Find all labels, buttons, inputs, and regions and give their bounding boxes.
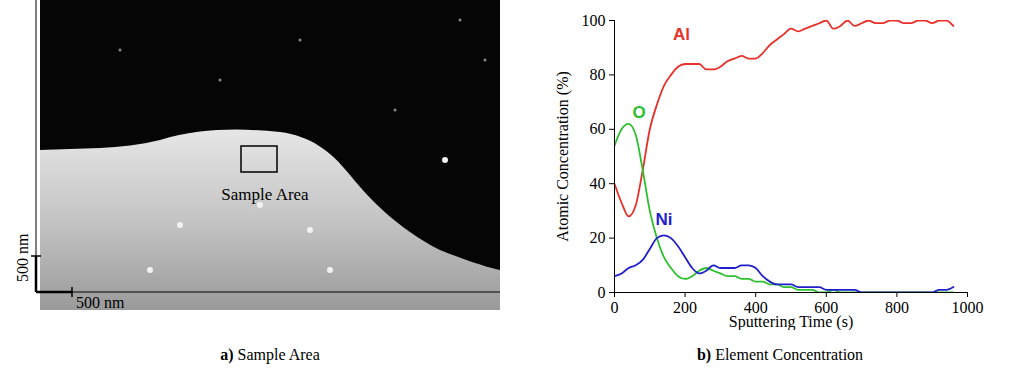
svg-text:500 nm: 500 nm [76, 294, 125, 311]
svg-text:O: O [633, 103, 646, 122]
svg-text:60: 60 [590, 120, 606, 137]
svg-text:40: 40 [590, 175, 606, 192]
svg-text:800: 800 [885, 299, 909, 316]
svg-text:400: 400 [743, 298, 768, 316]
svg-text:500 nm: 500 nm [14, 233, 31, 282]
svg-text:Al: Al [673, 25, 690, 44]
svg-text:Sputtering Time (s): Sputtering Time (s) [729, 313, 853, 331]
svg-text:Ni: Ni [655, 210, 672, 229]
svg-text:0: 0 [611, 299, 619, 316]
svg-text:600: 600 [814, 298, 839, 316]
svg-text:1000: 1000 [952, 299, 984, 316]
svg-text:Atomic Concentration (%): Atomic Concentration (%) [554, 71, 572, 242]
html-text:b) Element Concentration: b) Element Concentration [696, 346, 864, 363]
svg-text:Sample Area: Sample Area [221, 185, 309, 204]
svg-text:200: 200 [673, 299, 697, 316]
svg-text:20: 20 [590, 229, 606, 246]
svg-text:100: 100 [582, 12, 606, 29]
svg-text:0: 0 [598, 284, 606, 301]
html-text:a) Sample Area: a) Sample Area [220, 346, 320, 363]
svg-text:80: 80 [590, 66, 606, 83]
